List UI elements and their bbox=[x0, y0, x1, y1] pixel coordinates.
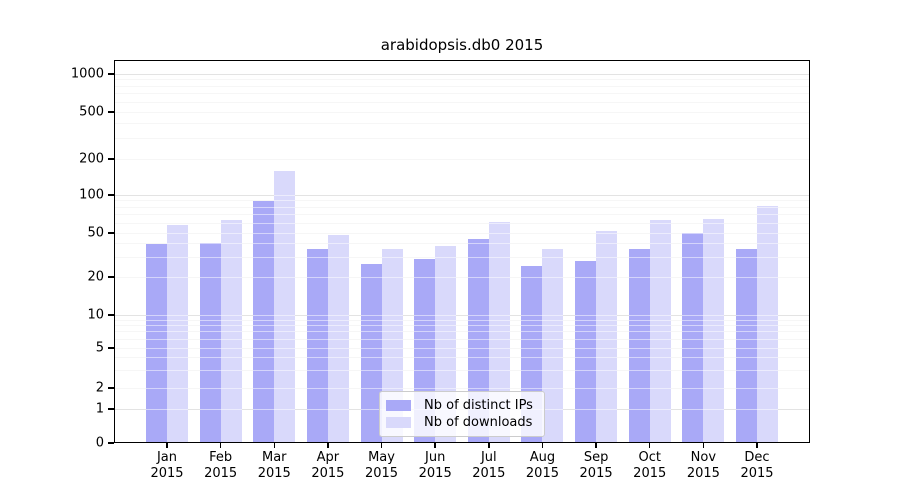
bar-distinct-ips bbox=[628, 248, 650, 443]
gridline-overlay bbox=[115, 257, 809, 259]
x-tick-label: Apr 2015 bbox=[311, 450, 345, 481]
gridline-overlay bbox=[115, 319, 809, 321]
y-tick-mark bbox=[108, 232, 114, 234]
x-tick-label: Jul 2015 bbox=[472, 450, 506, 481]
bar-downloads bbox=[274, 171, 296, 443]
gridline-overlay bbox=[115, 338, 809, 340]
bar-downloads bbox=[542, 248, 564, 443]
x-tick-mark bbox=[756, 443, 758, 448]
gridline-overlay bbox=[115, 387, 809, 389]
legend-label-downloads: Nb of downloads bbox=[424, 415, 533, 430]
gridline-overlay bbox=[115, 93, 809, 95]
x-tick-mark bbox=[273, 443, 276, 448]
y-tick-label: 5 bbox=[95, 340, 104, 356]
x-tick-mark bbox=[327, 443, 329, 448]
y-tick-label: 50 bbox=[87, 225, 104, 241]
gridline-overlay bbox=[115, 111, 809, 113]
legend: Nb of distinct IPs Nb of downloads bbox=[379, 391, 545, 437]
x-tick-mark bbox=[595, 443, 597, 448]
y-tick-label: 0 bbox=[95, 435, 104, 451]
gridline-overlay bbox=[115, 369, 809, 371]
gridline-overlay bbox=[115, 122, 809, 124]
gridline-overlay bbox=[115, 222, 809, 224]
chart-title: arabidopsis.db0 2015 bbox=[380, 36, 544, 54]
gridline-overlay bbox=[115, 325, 809, 327]
gridline-overlay bbox=[115, 214, 809, 216]
y-tick-mark bbox=[108, 347, 114, 349]
y-tick-mark bbox=[108, 408, 114, 410]
x-tick-mark bbox=[541, 443, 544, 448]
x-tick-label: Oct 2015 bbox=[633, 450, 667, 481]
x-tick-mark bbox=[648, 443, 651, 448]
bar-distinct-ips bbox=[306, 248, 328, 443]
x-tick-label: Jun 2015 bbox=[418, 450, 452, 481]
gridline-overlay bbox=[115, 243, 809, 245]
gridline-overlay bbox=[115, 331, 809, 333]
legend-row-downloads: Nb of downloads bbox=[386, 414, 536, 431]
y-tick-label: 1 bbox=[95, 401, 104, 417]
legend-label-distinct-ips: Nb of distinct IPs bbox=[424, 398, 533, 413]
gridline-overlay bbox=[115, 73, 809, 75]
gridline-overlay bbox=[115, 194, 809, 196]
legend-swatch-distinct-ips bbox=[386, 400, 411, 411]
gridline-overlay bbox=[115, 101, 809, 103]
bar-distinct-ips bbox=[682, 233, 704, 443]
gridline-overlay bbox=[115, 85, 809, 87]
gridline-overlay bbox=[115, 158, 809, 160]
gridline-overlay bbox=[115, 347, 809, 349]
y-tick-label: 500 bbox=[79, 104, 104, 120]
x-tick-mark bbox=[434, 443, 436, 448]
y-tick-mark bbox=[108, 158, 114, 160]
x-tick-mark bbox=[702, 443, 705, 448]
y-tick-label: 200 bbox=[79, 151, 104, 167]
y-tick-mark bbox=[108, 314, 114, 316]
x-tick-label: Sep 2015 bbox=[579, 450, 613, 481]
x-tick-label: May 2015 bbox=[364, 450, 399, 481]
x-tick-label: Dec 2015 bbox=[740, 450, 774, 481]
bar-distinct-ips bbox=[360, 264, 382, 443]
y-tick-label: 10 bbox=[87, 307, 104, 323]
bar-distinct-ips bbox=[736, 248, 757, 443]
gridline-overlay bbox=[115, 276, 809, 278]
x-tick-mark bbox=[219, 443, 222, 448]
y-tick-mark bbox=[108, 276, 114, 278]
bar-distinct-ips bbox=[253, 201, 275, 443]
x-tick-label: Mar 2015 bbox=[257, 450, 291, 481]
y-tick-mark bbox=[108, 442, 114, 444]
bar-distinct-ips bbox=[575, 260, 597, 443]
legend-swatch-downloads bbox=[386, 417, 411, 428]
bar-downloads bbox=[703, 219, 725, 443]
gridline-overlay bbox=[115, 232, 809, 234]
gridline-overlay bbox=[115, 137, 809, 139]
y-tick-mark bbox=[108, 194, 114, 196]
y-tick-label: 1000 bbox=[70, 66, 104, 82]
gridline-overlay bbox=[115, 357, 809, 359]
x-tick-mark bbox=[166, 443, 168, 448]
bar-distinct-ips bbox=[146, 243, 167, 443]
gridline-overlay bbox=[115, 79, 809, 81]
y-tick-mark bbox=[108, 73, 114, 75]
x-tick-label: Nov 2015 bbox=[686, 450, 720, 481]
y-tick-mark bbox=[108, 111, 114, 113]
gridline-overlay bbox=[115, 200, 809, 202]
y-tick-label: 100 bbox=[79, 187, 104, 203]
y-tick-label: 2 bbox=[95, 380, 104, 396]
x-tick-label: Feb 2015 bbox=[204, 450, 238, 481]
x-tick-mark bbox=[380, 443, 383, 448]
x-tick-label: Aug 2015 bbox=[525, 450, 559, 481]
legend-row-distinct-ips: Nb of distinct IPs bbox=[386, 397, 536, 414]
bar-downloads bbox=[596, 230, 618, 443]
bar-distinct-ips bbox=[199, 242, 221, 443]
y-tick-mark bbox=[108, 387, 114, 389]
gridline-overlay bbox=[115, 206, 809, 208]
y-tick-label: 20 bbox=[87, 269, 104, 285]
x-tick-mark bbox=[488, 443, 490, 448]
gridline-overlay bbox=[115, 314, 809, 316]
x-tick-label: Jan 2015 bbox=[150, 450, 184, 481]
bar-downloads bbox=[757, 205, 778, 443]
